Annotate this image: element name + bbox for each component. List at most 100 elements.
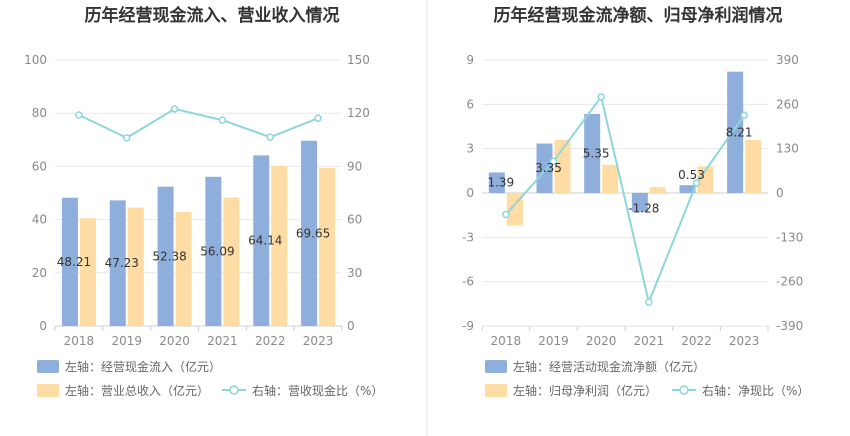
chart-1-x-tick-label: 2021 bbox=[207, 334, 238, 348]
chart-2-legend-label: 右轴：净现比（%） bbox=[702, 383, 809, 398]
chart-1-title: 历年经营现金流入、营业收入情况 bbox=[85, 5, 340, 26]
chart-2-bar-secondary bbox=[649, 187, 666, 193]
chart-1-bar-primary bbox=[157, 186, 174, 326]
chart-2-right-tick-label: -130 bbox=[776, 230, 803, 244]
chart-1-right-tick-label: 30 bbox=[347, 266, 362, 280]
chart-1-left-tick-label: 100 bbox=[24, 53, 47, 67]
chart-1-legend-label: 右轴：营收现金比（%） bbox=[252, 383, 383, 398]
chart-1-data-label: 47.23 bbox=[105, 256, 139, 270]
chart-2-left-tick-label: 0 bbox=[466, 186, 474, 200]
chart-1-data-label: 52.38 bbox=[152, 249, 186, 263]
chart-2-line-point bbox=[549, 157, 558, 166]
chart-1-line-point bbox=[266, 133, 274, 141]
chart-1-legend-label: 左轴：经营现金流入（亿元） bbox=[65, 359, 221, 374]
chart-2-bar-primary bbox=[631, 193, 648, 212]
chart-1-line-point bbox=[75, 111, 83, 119]
chart-2-data-label: 3.35 bbox=[535, 161, 562, 175]
chart-2-data-label: 5.35 bbox=[583, 146, 610, 160]
chart-1-data-label: 64.14 bbox=[248, 234, 282, 248]
chart-1-bar-primary bbox=[109, 200, 126, 326]
chart-1-line-point bbox=[170, 105, 179, 113]
chart-2-right-tick-label: -390 bbox=[776, 319, 803, 333]
chart-2-bar-secondary bbox=[602, 164, 619, 193]
chart-1-x-tick-label: 2018 bbox=[64, 334, 95, 348]
chart-1-x-tick-label: 2019 bbox=[111, 334, 142, 348]
chart-2-title: 历年经营现金流净额、归母净利润情况 bbox=[494, 5, 783, 26]
chart-2-bar-secondary bbox=[745, 139, 762, 193]
chart-1-legend-label: 左轴：营业总收入（亿元） bbox=[65, 383, 209, 398]
chart-2-bar-primary bbox=[536, 143, 553, 193]
chart-2-right-tick-label: -260 bbox=[776, 275, 803, 289]
chart-1-bar-secondary bbox=[319, 167, 336, 326]
chart-2-line-point bbox=[645, 298, 653, 306]
chart-1-bar-secondary bbox=[271, 165, 288, 326]
chart-2-bar-primary bbox=[727, 71, 744, 193]
chart-2-x-tick-label: 2018 bbox=[491, 334, 522, 348]
chart-1-bar-primary bbox=[301, 140, 318, 326]
chart-2-legend-label: 左轴：归母净利润（亿元） bbox=[513, 383, 657, 398]
chart-2-right-tick-label: 130 bbox=[776, 142, 799, 156]
chart-1-right-tick-label: 60 bbox=[347, 213, 362, 227]
chart-2-x-tick-label: 2022 bbox=[681, 334, 712, 348]
chart-1-bar-primary bbox=[61, 197, 78, 326]
chart-2-data-label: 8.21 bbox=[726, 125, 753, 139]
chart-1-bar-secondary bbox=[223, 197, 240, 326]
chart-1-x-tick-label: 2020 bbox=[159, 334, 190, 348]
chart-1-line-point bbox=[123, 134, 131, 142]
chart-1-left-tick-label: 0 bbox=[39, 319, 47, 333]
chart-2-bar-primary bbox=[488, 172, 505, 193]
chart-2-left-tick-label: 6 bbox=[466, 97, 474, 111]
chart-2-left-tick-label: -9 bbox=[462, 319, 474, 333]
chart-2-right-tick-label: 390 bbox=[776, 53, 799, 67]
chart-1-legend-swatch-secondary bbox=[37, 384, 59, 397]
chart-1-bar-secondary bbox=[175, 212, 192, 326]
chart-1-left-tick-label: 20 bbox=[32, 266, 47, 280]
chart-1-data-label: 48.21 bbox=[57, 255, 91, 269]
chart-2-line-point bbox=[597, 93, 605, 101]
chart-2-legend-swatch-secondary bbox=[485, 384, 507, 397]
chart-2-line-point bbox=[502, 210, 510, 219]
chart-1-bar-secondary bbox=[79, 218, 96, 326]
chart-2-bar-primary bbox=[679, 185, 696, 193]
chart-2-left-tick-label: -3 bbox=[462, 230, 474, 244]
chart-1-left-tick-label: 40 bbox=[32, 213, 47, 227]
chart-1-right-tick-label: 120 bbox=[347, 106, 370, 120]
chart-1-data-label: 56.09 bbox=[200, 244, 234, 258]
chart-2-left-tick-label: 3 bbox=[466, 142, 474, 156]
chart-1-legend-line-marker bbox=[229, 385, 239, 395]
chart-1-series-line bbox=[78, 107, 319, 139]
chart-1-right-tick-label: 150 bbox=[347, 53, 370, 67]
chart-2-data-label: 0.53 bbox=[678, 168, 705, 182]
chart-2-bar-primary bbox=[584, 113, 601, 193]
chart-2-left-tick-label: -6 bbox=[462, 275, 474, 289]
chart-2-x-tick-label: 2023 bbox=[729, 334, 760, 348]
chart-2-x-tick-label: 2020 bbox=[586, 334, 617, 348]
chart-2-legend-line-marker bbox=[679, 385, 689, 395]
chart-2-data-label: -1.28 bbox=[628, 201, 659, 215]
chart-1-line-point bbox=[218, 116, 227, 124]
chart-1-legend-swatch-primary bbox=[37, 360, 59, 373]
chart-2-bar-secondary bbox=[697, 166, 714, 193]
chart-1-bar-primary bbox=[205, 176, 222, 326]
chart-1-line-point bbox=[314, 114, 322, 122]
chart-1-right-tick-label: 90 bbox=[347, 159, 362, 173]
chart-2-right-tick-label: 0 bbox=[776, 186, 784, 200]
chart-2-data-label: 1.39 bbox=[487, 176, 514, 190]
chart-2-right-tick-label: 260 bbox=[776, 97, 799, 111]
chart-1-bar-primary bbox=[253, 155, 270, 326]
chart-2-left-tick-label: 9 bbox=[466, 53, 474, 67]
chart-1-x-tick-label: 2022 bbox=[255, 334, 286, 348]
chart-1-left-tick-label: 60 bbox=[32, 159, 47, 173]
chart-2-line-point bbox=[692, 179, 701, 187]
chart-1-bar-secondary bbox=[127, 207, 144, 326]
chart-1-left-tick-label: 80 bbox=[32, 106, 47, 120]
chart-2-line-point bbox=[740, 111, 748, 119]
chart-2-legend-label: 左轴：经营活动现金流净额（亿元） bbox=[513, 359, 705, 374]
chart-2-legend-swatch-primary bbox=[485, 360, 507, 373]
chart-1-x-tick-label: 2023 bbox=[303, 334, 334, 348]
chart-1-data-label: 69.65 bbox=[296, 226, 330, 240]
chart-2-x-tick-label: 2021 bbox=[634, 334, 665, 348]
chart-2-series-line bbox=[505, 94, 745, 306]
